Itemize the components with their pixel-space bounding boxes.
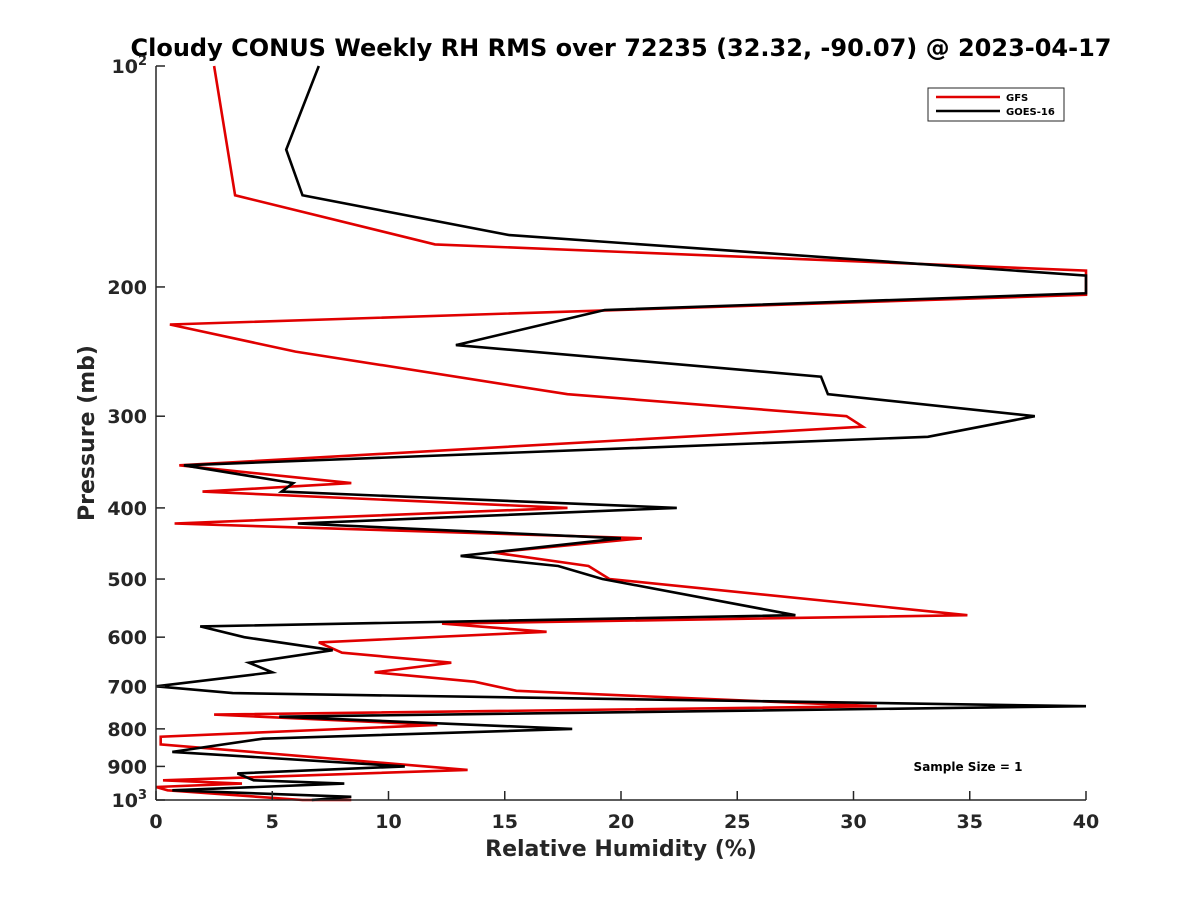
y-axis-ticks: 102 200 300 400 500 600 700 800 900 103 [107,54,165,812]
y-tick-label: 400 [107,498,147,520]
x-axis-label: Relative Humidity (%) [485,837,757,862]
y-tick-label: 103 [112,788,148,812]
x-tick-label: 5 [266,811,279,833]
y-tick-label: 600 [107,627,147,649]
y-tick-label: 300 [107,406,147,428]
legend-items: GFS GOES-16 [936,93,1055,118]
legend: GFS GOES-16 [927,87,1065,122]
x-tick-label: 40 [1073,811,1099,833]
y-tick-label: 900 [107,756,147,778]
series-line-goes-16 [155,65,1088,802]
chart-title: Cloudy CONUS Weekly RH RMS over 72235 (3… [131,34,1112,62]
series-line-gfs [155,65,1088,802]
legend-box [927,87,1065,122]
plot-background [156,66,1086,800]
y-axis-label: Pressure (mb) [75,345,100,521]
legend-label: GFS [1006,93,1028,104]
x-tick-label: 10 [375,811,401,833]
x-tick-label: 25 [724,811,750,833]
y-tick-label: 700 [107,676,147,698]
x-tick-label: 30 [840,811,866,833]
y-tick-label: 102 [112,54,148,78]
y-tick-label: 800 [107,719,147,741]
plot-area [155,65,1088,802]
y-tick-label: 200 [107,277,147,299]
x-tick-label: 0 [149,811,162,833]
series-layer [155,65,1088,802]
x-tick-label: 35 [957,811,983,833]
x-tick-label: 20 [608,811,634,833]
sample-size-annotation: Sample Size = 1 [914,760,1023,774]
y-tick-label: 500 [107,569,147,591]
x-axis-ticks: 0 5 10 15 20 25 30 35 40 [149,791,1099,833]
x-tick-label: 15 [492,811,518,833]
legend-label: GOES-16 [1006,107,1055,118]
